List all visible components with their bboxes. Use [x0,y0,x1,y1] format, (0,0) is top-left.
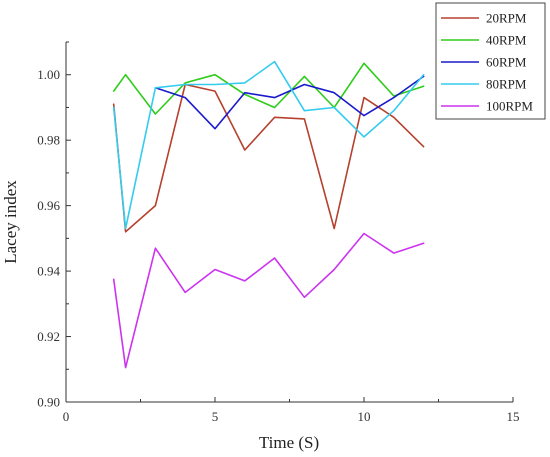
legend-label-60rpm: 60RPM [486,55,527,70]
legend-box [435,2,546,120]
y-tick-label: 0.94 [37,264,60,279]
plot-lines [112,60,425,369]
x-tick-label: 5 [212,409,219,424]
y-tick-label: 0.92 [37,329,60,344]
legend: 20RPM 40RPM 60RPM 80RPM 100RPM [435,2,546,120]
y-tick-label: 0.98 [37,133,60,148]
series-line-80rpm [112,60,425,230]
series-line-20rpm [112,83,425,233]
legend-label-20rpm: 20RPM [486,11,527,26]
axes: 0 5 10 15 0.90 0.92 0.94 0.96 0.98 1.00 [37,41,520,424]
y-tick-label: 0.90 [37,395,60,410]
legend-label-40rpm: 40RPM [486,33,527,48]
series-line-60rpm [154,75,425,130]
legend-label-100rpm: 100RPM [486,99,533,114]
x-tick-label: 0 [63,409,70,424]
x-axis-title: Time (S) [259,433,319,452]
x-tick-label: 15 [507,409,520,424]
series-line-100rpm [112,232,425,369]
y-tick-label: 0.96 [37,198,60,213]
x-tick-label: 10 [358,409,371,424]
y-axis-title: Lacey index [1,180,20,264]
y-tick-label: 1.00 [37,67,60,82]
legend-label-80rpm: 80RPM [486,77,527,92]
